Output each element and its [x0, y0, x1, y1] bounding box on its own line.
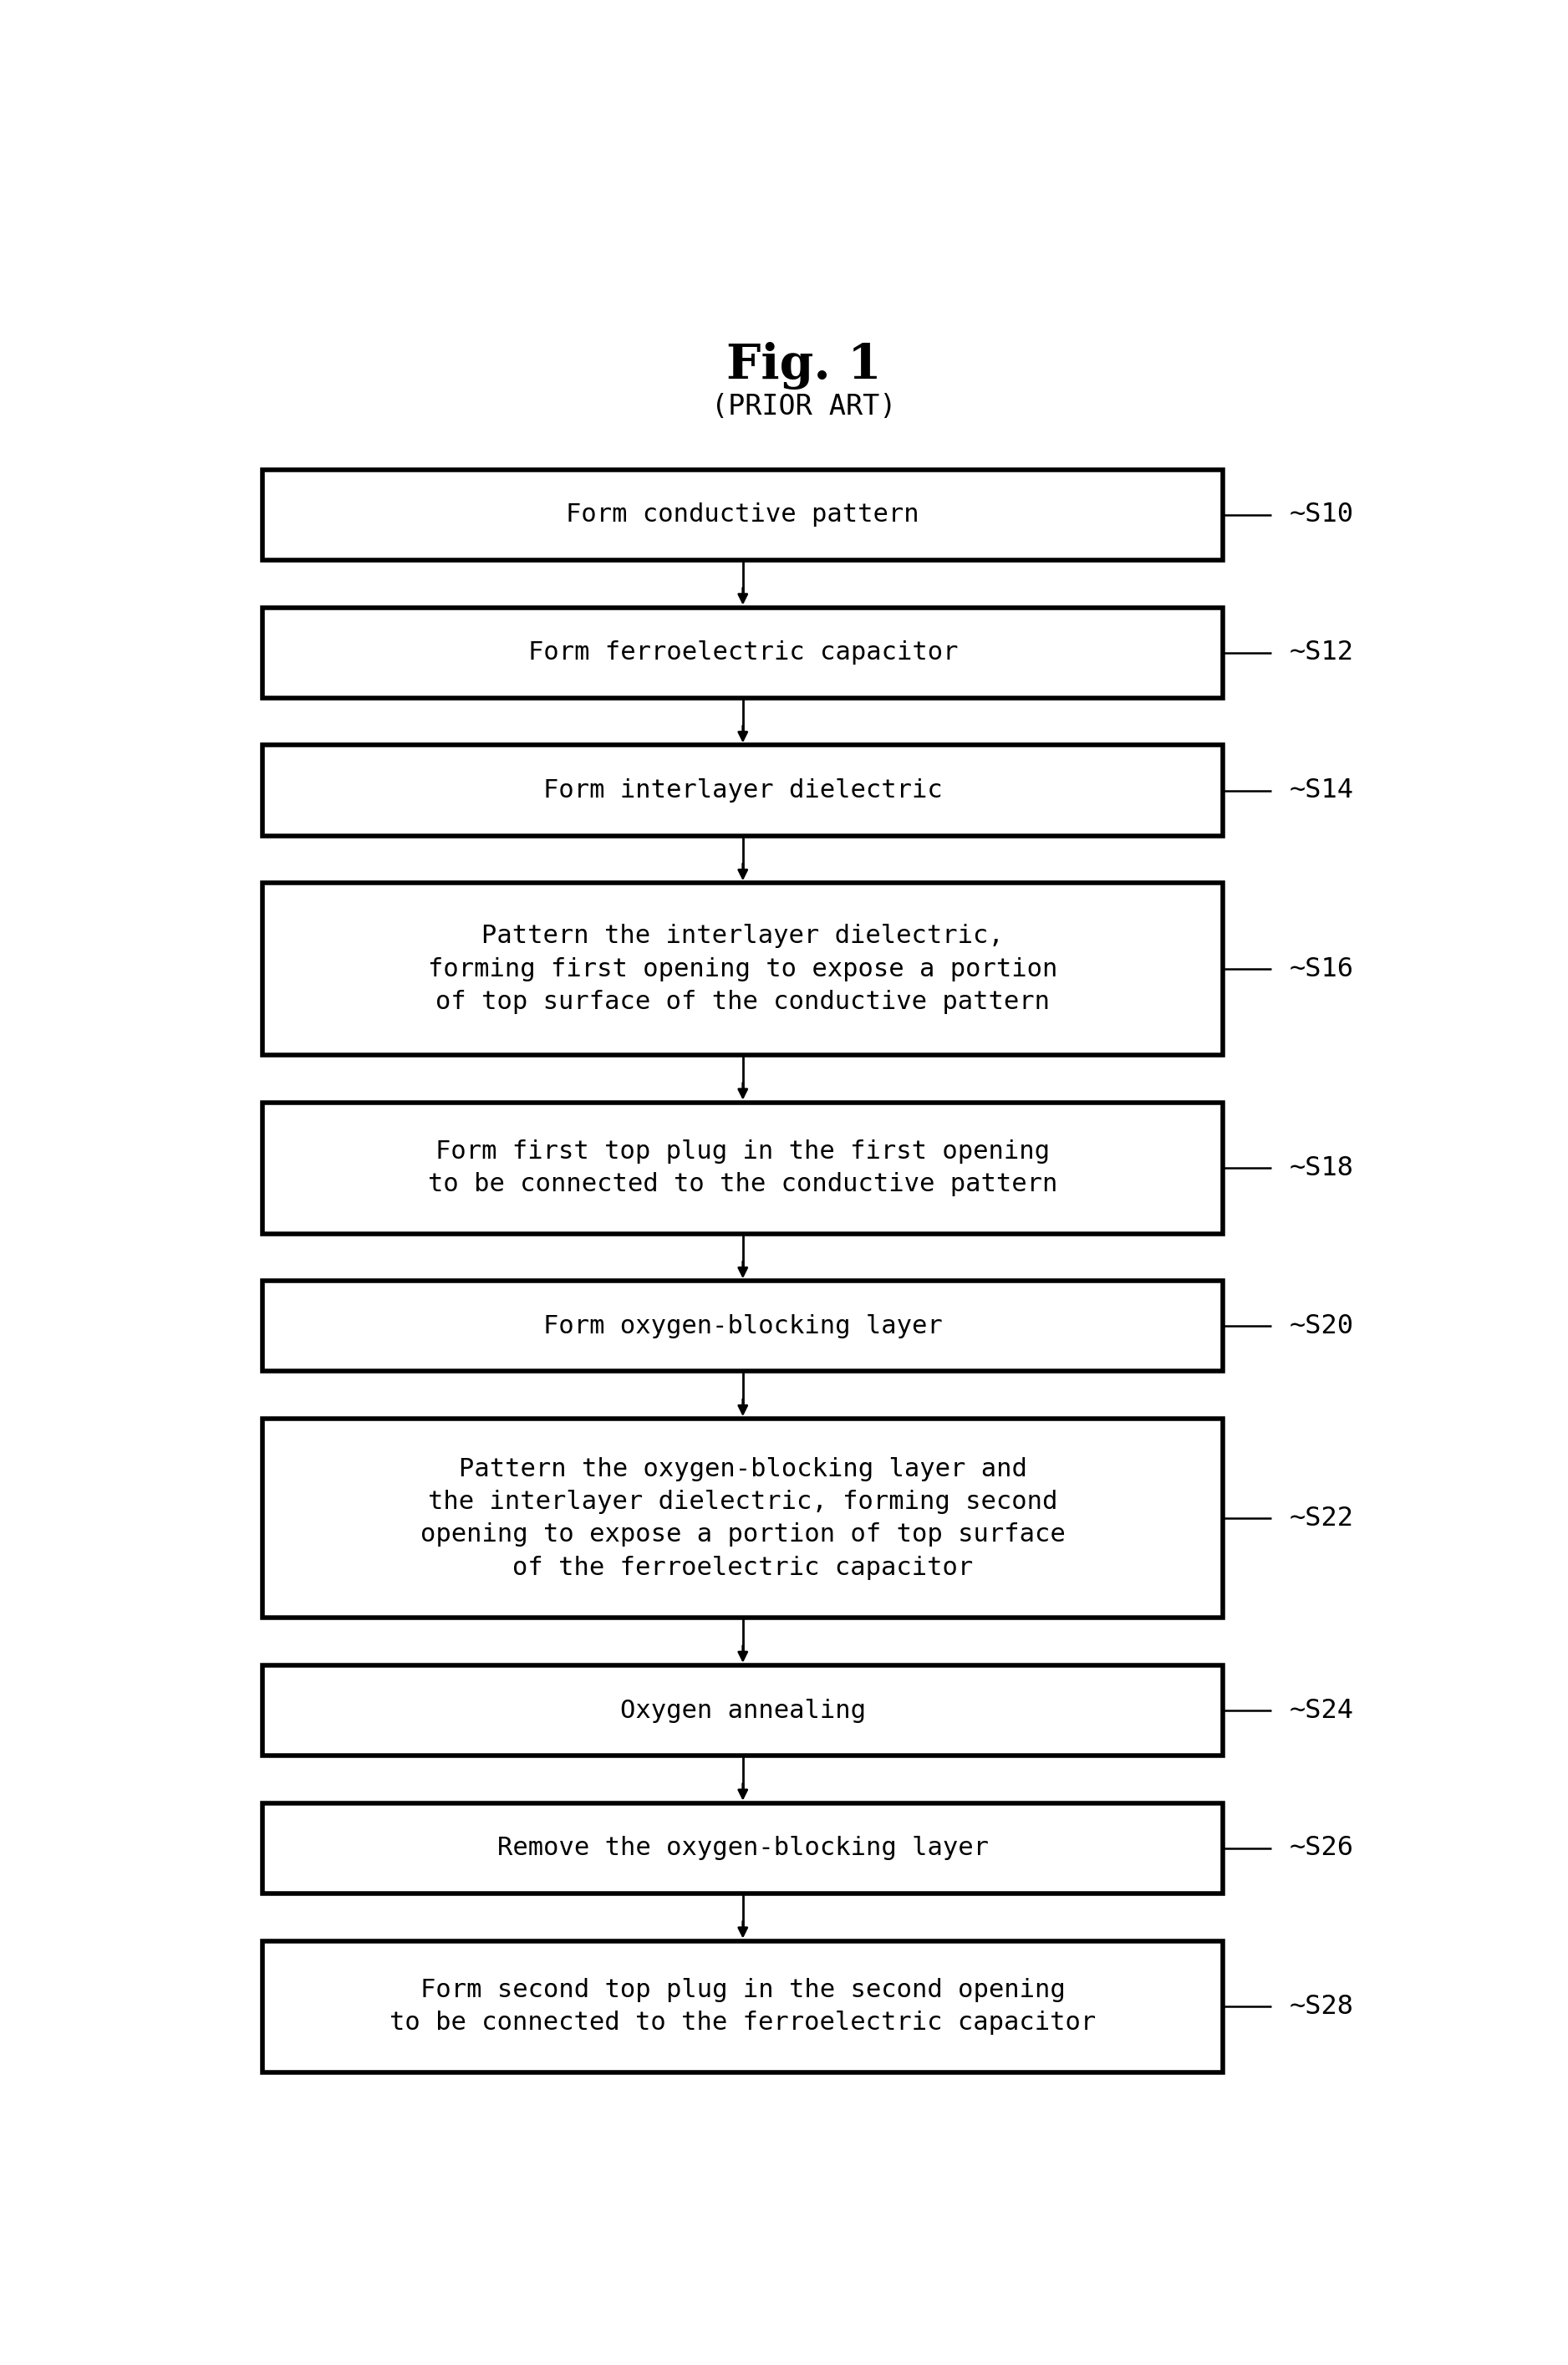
Text: ~S20: ~S20 — [1289, 1313, 1355, 1339]
Text: (PRIOR ART): (PRIOR ART) — [710, 393, 897, 421]
Text: Pattern the interlayer dielectric,
forming first opening to expose a portion
of : Pattern the interlayer dielectric, formi… — [428, 925, 1058, 1015]
Text: ~S26: ~S26 — [1289, 1835, 1355, 1861]
Text: ~S12: ~S12 — [1289, 639, 1355, 665]
Bar — [263, 745, 1223, 835]
Text: Fig. 1: Fig. 1 — [726, 343, 881, 390]
Text: ~S10: ~S10 — [1289, 501, 1355, 527]
Text: Form ferroelectric capacitor: Form ferroelectric capacitor — [528, 641, 958, 665]
Text: Pattern the oxygen-blocking layer and
the interlayer dielectric, forming second
: Pattern the oxygen-blocking layer and th… — [420, 1457, 1065, 1580]
Bar — [263, 1419, 1223, 1618]
Bar — [263, 1942, 1223, 2072]
Text: Form second top plug in the second opening
to be connected to the ferroelectric : Form second top plug in the second openi… — [389, 1977, 1096, 2034]
Bar — [263, 608, 1223, 698]
Text: ~S16: ~S16 — [1289, 955, 1355, 981]
Text: Oxygen annealing: Oxygen annealing — [619, 1698, 866, 1722]
Bar — [263, 1802, 1223, 1894]
Bar — [263, 471, 1223, 561]
Text: ~S24: ~S24 — [1289, 1698, 1355, 1724]
Bar — [263, 882, 1223, 1055]
Text: ~S18: ~S18 — [1289, 1154, 1355, 1180]
Text: ~S14: ~S14 — [1289, 778, 1355, 804]
Bar — [263, 1102, 1223, 1235]
Text: Form interlayer dielectric: Form interlayer dielectric — [543, 778, 942, 802]
Bar — [263, 1665, 1223, 1755]
Text: Remove the oxygen-blocking layer: Remove the oxygen-blocking layer — [497, 1835, 988, 1861]
Bar — [263, 1282, 1223, 1372]
Text: ~S28: ~S28 — [1289, 1994, 1355, 2020]
Text: ~S22: ~S22 — [1289, 1507, 1355, 1530]
Text: Form first top plug in the first opening
to be connected to the conductive patte: Form first top plug in the first opening… — [428, 1140, 1058, 1197]
Text: Form oxygen-blocking layer: Form oxygen-blocking layer — [543, 1315, 942, 1339]
Text: Form conductive pattern: Form conductive pattern — [566, 504, 919, 527]
